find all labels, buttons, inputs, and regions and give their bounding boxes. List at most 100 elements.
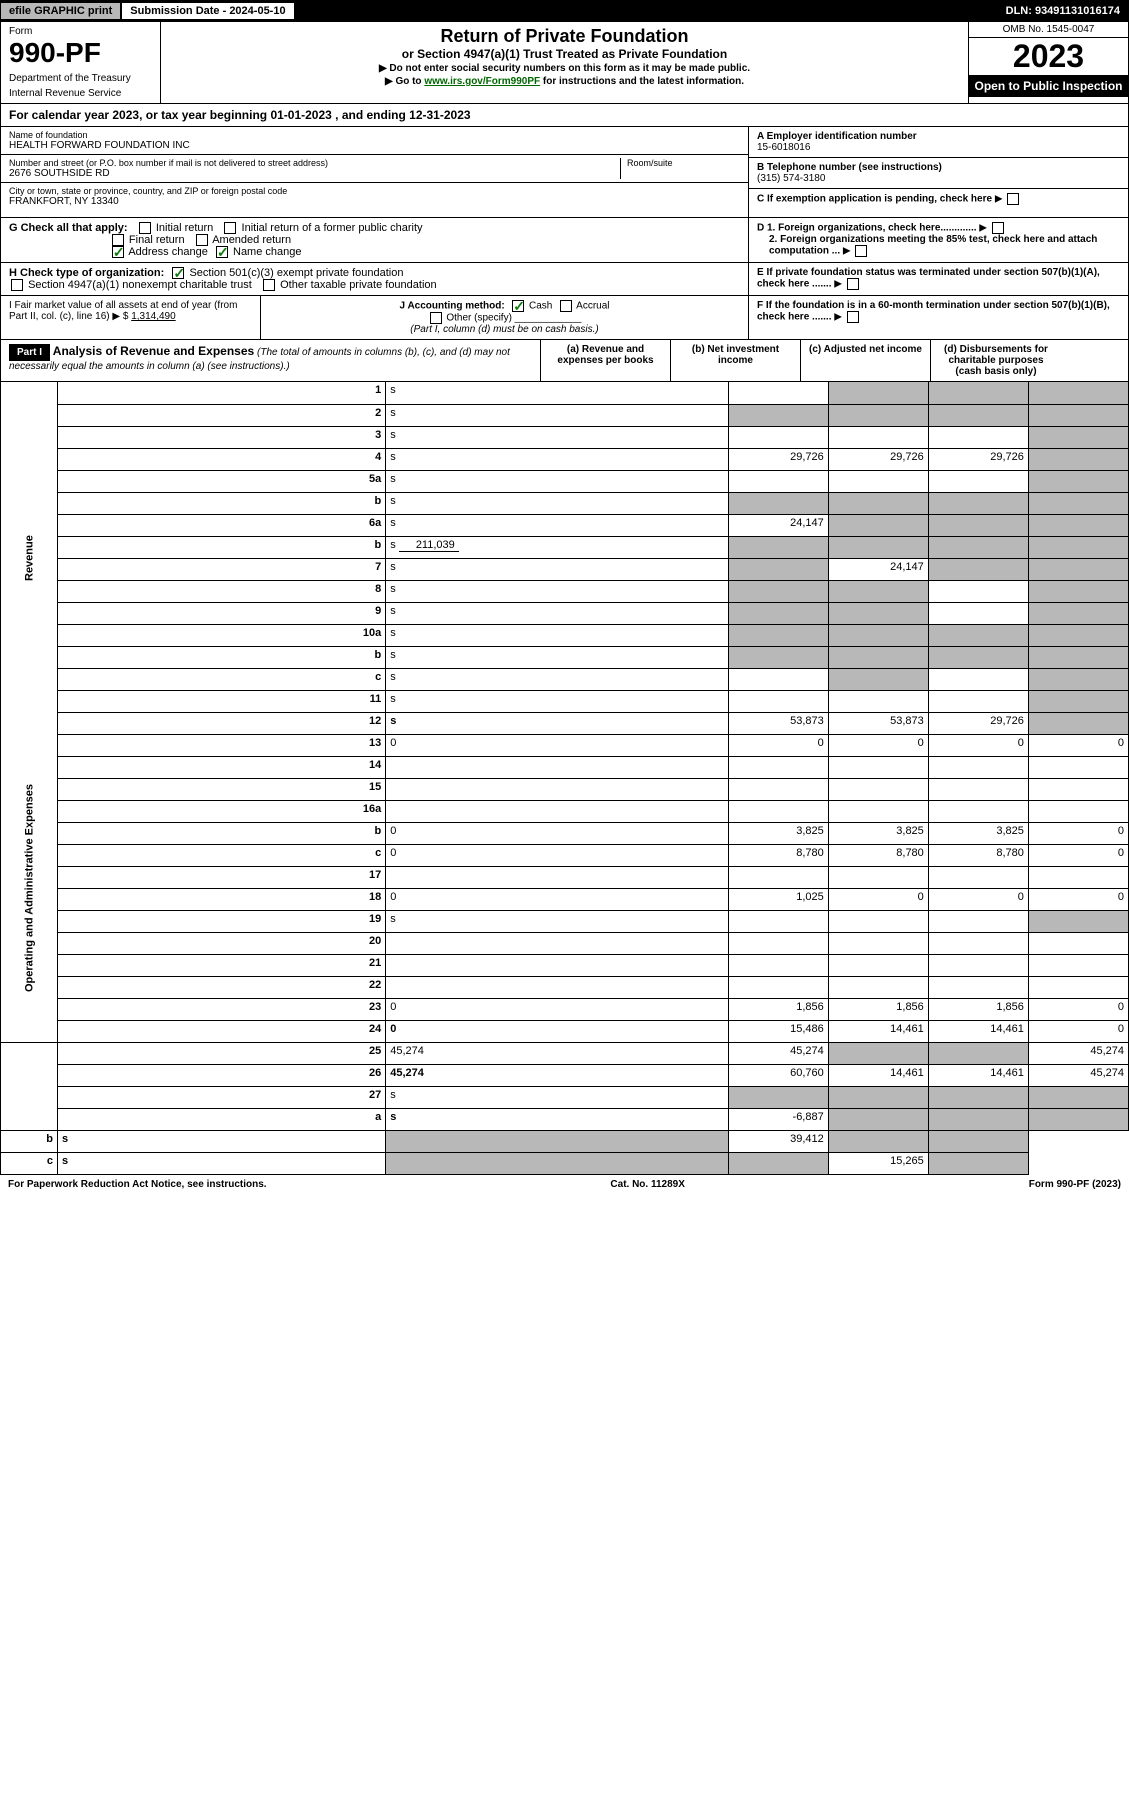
- value-cell-c: 0: [928, 734, 1028, 756]
- entity-block: Name of foundation HEALTH FORWARD FOUNDA…: [0, 127, 1129, 218]
- table-row: bs: [1, 646, 1129, 668]
- d1-checkbox[interactable]: [992, 222, 1004, 234]
- line-description: s: [386, 470, 728, 492]
- value-cell-c: [928, 1042, 1028, 1064]
- value-cell-c: [928, 778, 1028, 800]
- table-row: 14: [1, 756, 1129, 778]
- line-number: 8: [58, 580, 386, 602]
- value-cell-a: [386, 1130, 728, 1152]
- opt-address: Address change: [128, 246, 208, 258]
- accrual-checkbox[interactable]: [560, 300, 572, 312]
- line-description: s: [386, 1108, 728, 1130]
- name-change-checkbox[interactable]: [216, 246, 228, 258]
- opt-cash: Cash: [529, 301, 552, 312]
- value-cell-b: [828, 514, 928, 536]
- opt-accrual: Accrual: [576, 301, 609, 312]
- e-label: E If private foundation status was termi…: [757, 267, 1100, 290]
- value-cell-b: 14,461: [828, 1064, 928, 1086]
- c-checkbox[interactable]: [1007, 193, 1019, 205]
- value-cell-a: [728, 976, 828, 998]
- line-description: s: [386, 492, 728, 514]
- value-cell-d: [1028, 624, 1128, 646]
- value-cell-a: [728, 690, 828, 712]
- initial-former-checkbox[interactable]: [224, 222, 236, 234]
- instr2-pre: ▶ Go to: [385, 76, 424, 87]
- value-cell-c: [928, 580, 1028, 602]
- line-number: b: [58, 822, 386, 844]
- value-cell-d: [1028, 646, 1128, 668]
- address: 2676 SOUTHSIDE RD: [9, 168, 620, 179]
- table-row: 10as: [1, 624, 1129, 646]
- value-cell-d: [928, 1152, 1028, 1174]
- room-label: Room/suite: [627, 158, 740, 168]
- initial-return-checkbox[interactable]: [139, 222, 151, 234]
- line-number: 9: [58, 602, 386, 624]
- value-cell-b: 1,856: [828, 998, 928, 1020]
- value-cell-b: [828, 932, 928, 954]
- part1-header: Part I Analysis of Revenue and Expenses …: [0, 340, 1129, 382]
- line-description: s: [386, 404, 728, 426]
- value-cell-b: [828, 580, 928, 602]
- table-row: as-6,887: [1, 1108, 1129, 1130]
- footer-right: Form 990-PF (2023): [1029, 1179, 1121, 1190]
- col-c-header: (c) Adjusted net income: [801, 340, 931, 381]
- value-cell-d: [1028, 668, 1128, 690]
- value-cell-b: [828, 1086, 928, 1108]
- line-description: [386, 800, 728, 822]
- table-row: Revenue1s: [1, 382, 1129, 404]
- table-row: 2301,8561,8561,8560: [1, 998, 1129, 1020]
- amended-checkbox[interactable]: [196, 234, 208, 246]
- value-cell-d: [1028, 800, 1128, 822]
- table-row: 27s: [1, 1086, 1129, 1108]
- instr2-post: for instructions and the latest informat…: [540, 76, 744, 87]
- value-cell-c: 14,461: [928, 1064, 1028, 1086]
- table-row: bs: [1, 492, 1129, 514]
- value-cell-c: [928, 514, 1028, 536]
- value-cell-c: [928, 492, 1028, 514]
- value-cell-d: [1028, 470, 1128, 492]
- value-cell-d: [1028, 932, 1128, 954]
- phone-label: B Telephone number (see instructions): [757, 162, 1120, 173]
- irs-link[interactable]: www.irs.gov/Form990PF: [424, 76, 540, 87]
- value-cell-c: [928, 756, 1028, 778]
- value-cell-b: [828, 492, 928, 514]
- f-checkbox[interactable]: [847, 311, 859, 323]
- blank-side: [1, 1042, 58, 1130]
- value-cell-c: [928, 404, 1028, 426]
- value-cell-a: [728, 932, 828, 954]
- i-label: I Fair market value of all assets at end…: [9, 300, 237, 322]
- value-cell-c: [928, 910, 1028, 932]
- value-cell-d: [1028, 910, 1128, 932]
- other-taxable-checkbox[interactable]: [263, 279, 275, 291]
- footer-left: For Paperwork Reduction Act Notice, see …: [8, 1179, 267, 1190]
- value-cell-b: [828, 404, 928, 426]
- value-cell-c: [928, 558, 1028, 580]
- d2-checkbox[interactable]: [855, 245, 867, 257]
- address-change-checkbox[interactable]: [112, 246, 124, 258]
- e-checkbox[interactable]: [847, 278, 859, 290]
- revenue-side-label: Revenue: [1, 382, 58, 734]
- opt-name: Name change: [233, 246, 302, 258]
- 501c3-checkbox[interactable]: [172, 267, 184, 279]
- value-cell-a: 53,873: [728, 712, 828, 734]
- other-method-checkbox[interactable]: [430, 312, 442, 324]
- line-number: c: [58, 668, 386, 690]
- line-number: 13: [58, 734, 386, 756]
- value-cell-b: [828, 910, 928, 932]
- line-description: [386, 954, 728, 976]
- part1-title: Analysis of Revenue and Expenses: [53, 344, 254, 358]
- line-description: s: [386, 668, 728, 690]
- line-description: [386, 756, 728, 778]
- value-cell-b: [828, 800, 928, 822]
- value-cell-c: [928, 866, 1028, 888]
- value-cell-c: [928, 1086, 1028, 1108]
- line-description: 0: [386, 844, 728, 866]
- cash-checkbox[interactable]: [512, 300, 524, 312]
- 4947-checkbox[interactable]: [11, 279, 23, 291]
- line-number: 11: [58, 690, 386, 712]
- city-state-zip: FRANKFORT, NY 13340: [9, 196, 740, 207]
- value-cell-b: [828, 976, 928, 998]
- table-row: 1801,025000: [1, 888, 1129, 910]
- value-cell-a: [728, 910, 828, 932]
- value-cell-b: [828, 382, 928, 404]
